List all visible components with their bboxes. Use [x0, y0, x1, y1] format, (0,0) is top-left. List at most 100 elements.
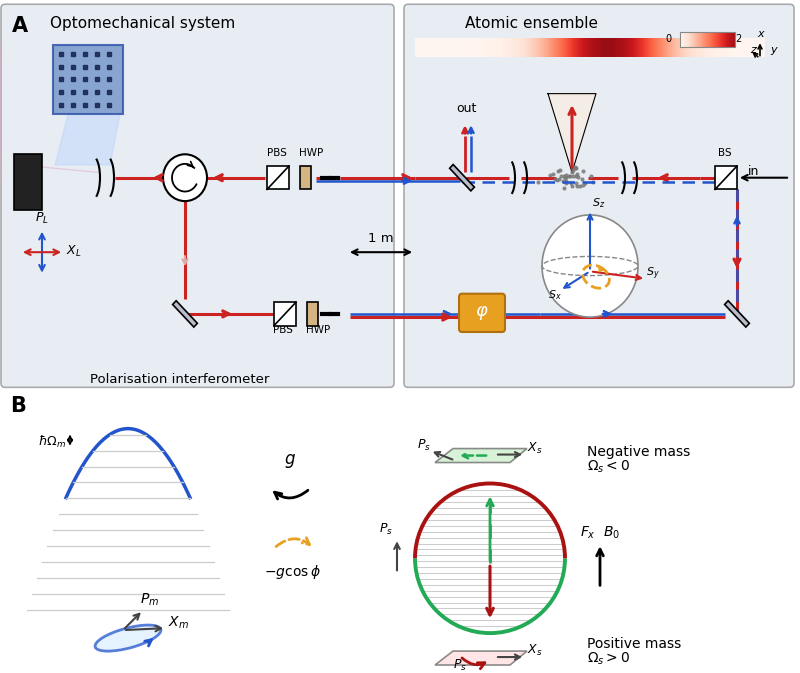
- Bar: [638, 38, 639, 57]
- Bar: [581, 38, 582, 57]
- Bar: [732, 32, 733, 47]
- Bar: [714, 32, 715, 47]
- Text: Polarisation interferometer: Polarisation interferometer: [90, 373, 270, 386]
- Text: 1 m: 1 m: [368, 232, 394, 244]
- Bar: [453, 38, 454, 57]
- Bar: [450, 38, 451, 57]
- Bar: [494, 38, 495, 57]
- Bar: [715, 32, 716, 47]
- Bar: [671, 38, 672, 57]
- Bar: [561, 38, 562, 57]
- Bar: [590, 38, 591, 57]
- Bar: [460, 38, 461, 57]
- Bar: [415, 38, 416, 57]
- Bar: [488, 38, 489, 57]
- Bar: [511, 38, 512, 57]
- Bar: [572, 38, 573, 57]
- Bar: [417, 38, 418, 57]
- Bar: [535, 38, 536, 57]
- Bar: [538, 38, 539, 57]
- Bar: [697, 32, 698, 47]
- Bar: [518, 38, 519, 57]
- Bar: [751, 38, 752, 57]
- Bar: [728, 38, 729, 57]
- Bar: [644, 38, 645, 57]
- Bar: [693, 32, 694, 47]
- Bar: [507, 38, 508, 57]
- Bar: [635, 38, 636, 57]
- Polygon shape: [435, 651, 527, 665]
- Bar: [715, 166, 737, 189]
- Bar: [433, 38, 434, 57]
- Text: $X_L$: $X_L$: [66, 244, 82, 260]
- Bar: [454, 38, 455, 57]
- Bar: [731, 32, 732, 47]
- Bar: [740, 38, 741, 57]
- Bar: [707, 32, 708, 47]
- Bar: [420, 38, 421, 57]
- Bar: [455, 38, 456, 57]
- Bar: [742, 38, 743, 57]
- Bar: [683, 32, 684, 47]
- Bar: [734, 38, 735, 57]
- Bar: [419, 38, 420, 57]
- Bar: [764, 38, 765, 57]
- Bar: [662, 38, 663, 57]
- Bar: [421, 38, 422, 57]
- Bar: [640, 38, 641, 57]
- Bar: [558, 38, 559, 57]
- Bar: [762, 38, 763, 57]
- Bar: [526, 38, 527, 57]
- Bar: [744, 38, 745, 57]
- Bar: [508, 38, 509, 57]
- Bar: [601, 38, 602, 57]
- Bar: [516, 38, 517, 57]
- Bar: [674, 38, 675, 57]
- Bar: [688, 38, 689, 57]
- Bar: [705, 38, 706, 57]
- Bar: [480, 38, 481, 57]
- Bar: [738, 38, 739, 57]
- Bar: [502, 38, 503, 57]
- Bar: [730, 38, 731, 57]
- Bar: [500, 38, 501, 57]
- Bar: [746, 38, 747, 57]
- Bar: [566, 38, 567, 57]
- Bar: [600, 38, 601, 57]
- Bar: [562, 38, 563, 57]
- Bar: [438, 38, 439, 57]
- Bar: [621, 38, 622, 57]
- Ellipse shape: [95, 625, 161, 651]
- Text: $P_m$: $P_m$: [140, 591, 159, 608]
- Bar: [632, 38, 633, 57]
- Bar: [448, 38, 449, 57]
- Bar: [657, 38, 658, 57]
- Circle shape: [415, 483, 565, 633]
- Bar: [708, 32, 709, 47]
- Bar: [491, 38, 492, 57]
- Text: 0: 0: [666, 34, 672, 44]
- Bar: [472, 38, 473, 57]
- Bar: [559, 38, 560, 57]
- Bar: [598, 38, 599, 57]
- Bar: [534, 38, 535, 57]
- Bar: [574, 38, 575, 57]
- Bar: [704, 38, 705, 57]
- Bar: [457, 38, 458, 57]
- Bar: [437, 38, 438, 57]
- Bar: [603, 38, 604, 57]
- Bar: [620, 38, 621, 57]
- Bar: [761, 38, 762, 57]
- Bar: [607, 38, 608, 57]
- Bar: [463, 38, 464, 57]
- Bar: [734, 32, 735, 47]
- Bar: [702, 32, 703, 47]
- Bar: [628, 38, 629, 57]
- Bar: [489, 38, 490, 57]
- FancyBboxPatch shape: [459, 293, 505, 332]
- Bar: [513, 38, 514, 57]
- Bar: [695, 32, 696, 47]
- Bar: [439, 38, 440, 57]
- Bar: [537, 38, 538, 57]
- Bar: [557, 38, 558, 57]
